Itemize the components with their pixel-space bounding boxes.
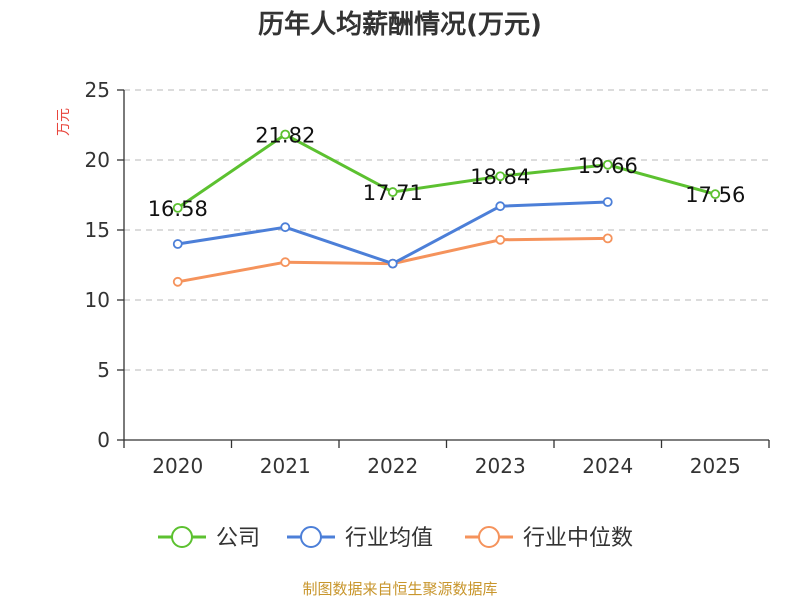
data-point[interactable] <box>495 201 506 212</box>
legend-item[interactable]: 公司 <box>158 526 260 551</box>
x-tick-label: 2024 <box>582 454 633 478</box>
x-tick-label: 2025 <box>690 454 741 478</box>
legend-item[interactable]: 行业均值 <box>287 526 433 551</box>
y-tick-label: 15 <box>85 218 110 242</box>
legend-marker <box>300 526 322 548</box>
data-label: 21.82 <box>255 124 315 148</box>
data-point[interactable] <box>602 197 613 207</box>
data-point[interactable] <box>172 276 183 287</box>
data-labels: 16.58 21.82 17.71 18.84 19.66 17.56 <box>148 124 746 221</box>
data-point[interactable] <box>387 258 398 269</box>
y-tick-label: 10 <box>85 288 110 312</box>
y-tick-label: 0 <box>97 428 110 452</box>
data-point[interactable] <box>387 187 398 197</box>
y-tick-label: 5 <box>97 358 110 382</box>
data-label: 17.71 <box>363 181 423 205</box>
grid-lines <box>124 89 769 371</box>
data-source-note: 制图数据来自恒生聚源数据库 <box>302 580 497 598</box>
data-label: 16.58 <box>148 197 208 221</box>
x-tick-label: 2020 <box>152 454 203 478</box>
data-point[interactable] <box>602 233 613 244</box>
data-point[interactable] <box>495 171 506 182</box>
legend-item[interactable]: 行业中位数 <box>465 526 633 551</box>
series-line <box>176 133 716 210</box>
data-label: 17.56 <box>685 183 745 207</box>
data-point[interactable] <box>280 257 291 268</box>
data-point[interactable] <box>495 234 506 245</box>
data-label: 19.66 <box>578 154 638 178</box>
legend-label: 行业均值 <box>345 526 433 551</box>
series-lines <box>172 129 721 287</box>
legend[interactable]: 公司 行业均值 行业中位数 <box>158 526 633 551</box>
legend-marker <box>171 526 193 548</box>
x-tick-label: 2023 <box>475 454 526 478</box>
legend-label: 行业中位数 <box>523 526 633 551</box>
y-tick-label: 25 <box>85 78 110 102</box>
data-point[interactable] <box>602 159 613 170</box>
data-point[interactable] <box>280 222 291 233</box>
data-label: 18.84 <box>470 165 530 189</box>
y-tick-label: 20 <box>85 148 110 172</box>
data-point[interactable] <box>280 129 291 140</box>
legend-label: 公司 <box>216 526 260 551</box>
chart-title: 历年人均薪酬情况(万元) <box>258 9 542 40</box>
x-tick-label: 2021 <box>260 454 311 478</box>
series-line <box>177 200 608 266</box>
data-point[interactable] <box>172 239 183 249</box>
data-point[interactable] <box>172 202 183 213</box>
legend-marker <box>478 526 500 548</box>
data-point[interactable] <box>710 189 721 200</box>
y-axis-label: 万元 <box>56 108 72 136</box>
x-tick-label: 2022 <box>367 454 418 478</box>
